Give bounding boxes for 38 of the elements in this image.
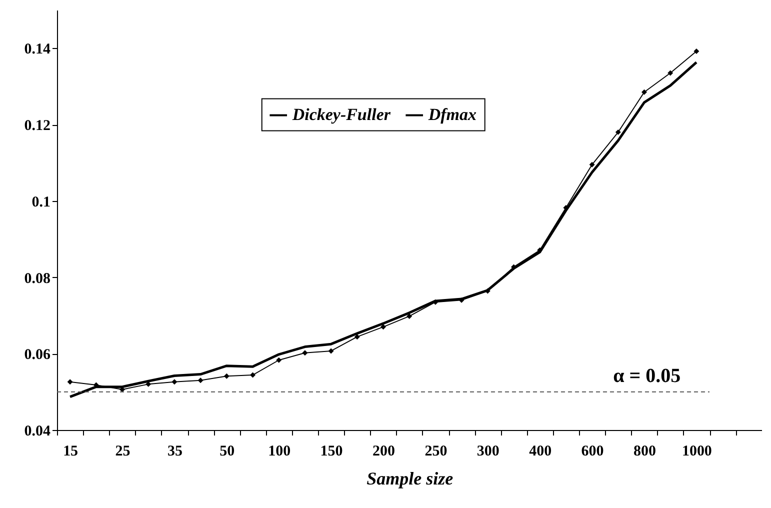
x-tick-label: 100 [268, 443, 291, 460]
point [250, 372, 256, 378]
point [589, 162, 595, 168]
point [668, 70, 674, 76]
x-tick-label: 600 [581, 443, 604, 460]
point [67, 379, 73, 385]
x-tick-label: 35 [167, 443, 182, 460]
x-tick-label: 150 [320, 443, 343, 460]
x-tick-label: 200 [372, 443, 395, 460]
x-tick-label: 800 [633, 443, 656, 460]
point [172, 379, 178, 385]
legend-label: Dfmax [427, 105, 477, 124]
x-tick-label: 1000 [682, 443, 712, 460]
point [354, 334, 360, 340]
legend-label: Dickey-Fuller [291, 105, 391, 124]
x-tick-label: 300 [476, 443, 500, 460]
y-tick-label: 0.14 [24, 42, 51, 58]
x-tick-label: 15 [63, 443, 78, 460]
x-tick-label: 250 [424, 443, 448, 460]
point [198, 378, 204, 384]
point [224, 373, 230, 379]
x-tick-label: 50 [220, 443, 235, 460]
point [276, 357, 282, 363]
point [328, 348, 334, 354]
x-tick-label: 400 [529, 443, 552, 460]
point [694, 48, 700, 54]
y-tick-label: 0.1 [32, 194, 50, 210]
y-tick-label: 0.12 [24, 118, 50, 134]
x-tick-label: 25 [115, 443, 130, 460]
point [615, 129, 621, 135]
ref-line-label: α = 0.05 [613, 364, 681, 387]
point [642, 89, 647, 95]
point [380, 324, 386, 330]
y-tick-label: 0.04 [24, 423, 51, 440]
y-tick-label: 0.08 [24, 270, 50, 287]
y-tick-label: 0.06 [24, 347, 51, 364]
point [302, 350, 308, 356]
x-axis-title: Sample size [366, 468, 454, 488]
